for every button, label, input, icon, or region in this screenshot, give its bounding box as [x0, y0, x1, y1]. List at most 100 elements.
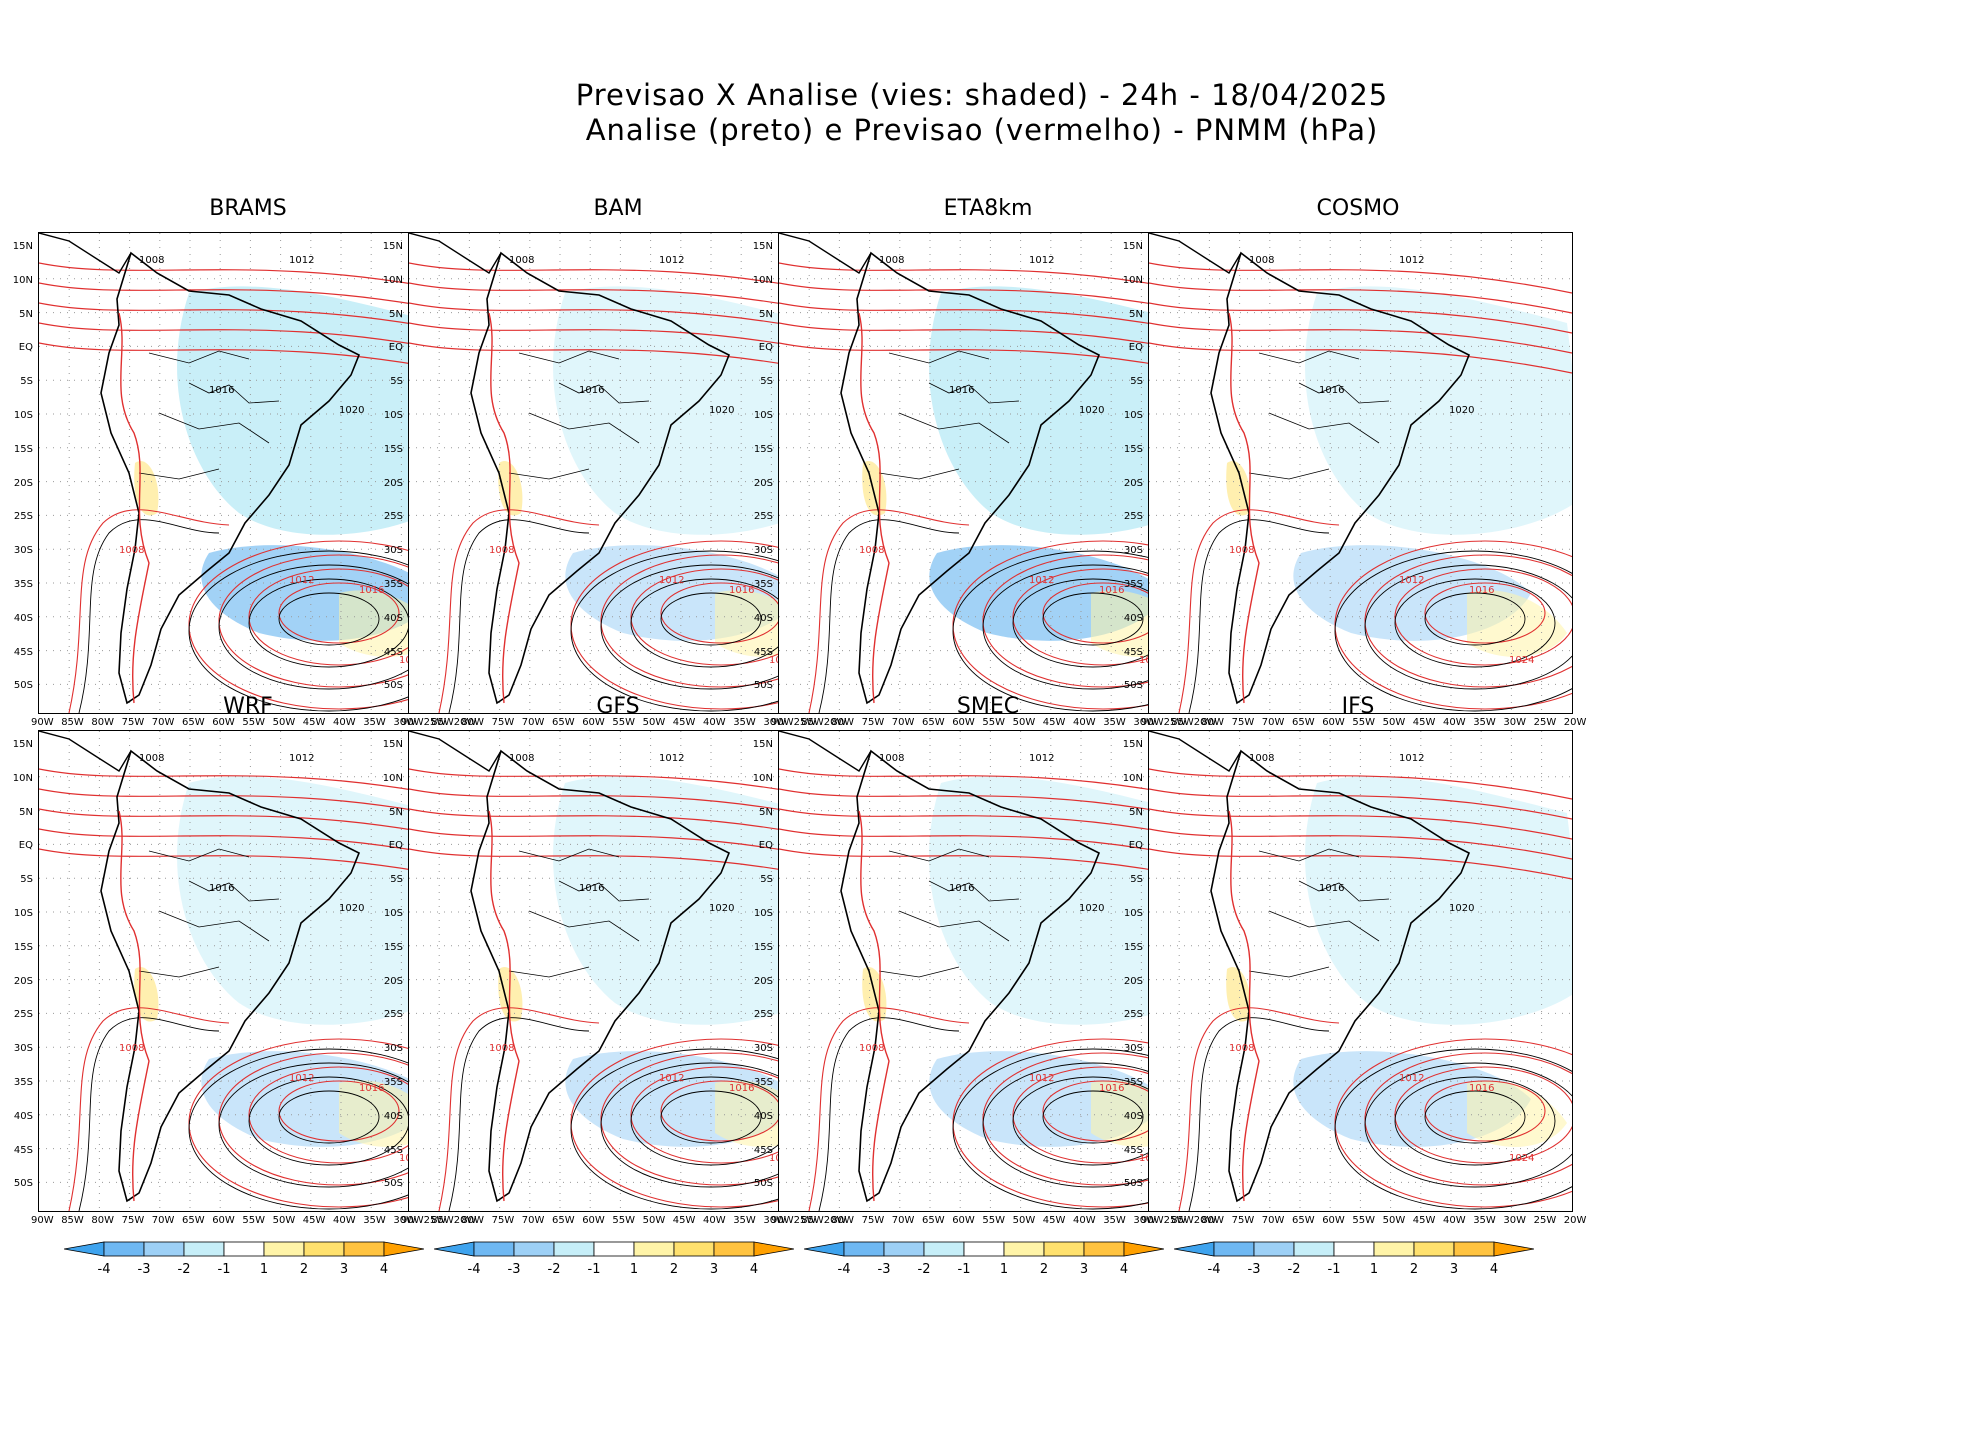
colorbar-label: 1 [1369, 1262, 1379, 1277]
map-frame: 1008101210161020100810121016102015N10N5N… [13, 232, 476, 728]
forecast-isobar [1149, 302, 1572, 334]
colorbar-segment [883, 1241, 925, 1257]
lat-tick-label: 5S [390, 874, 403, 886]
isobar-label: 1016 [579, 385, 604, 396]
lon-tick-label: 90W [1141, 1215, 1164, 1226]
analysis-isobar [1364, 1062, 1572, 1188]
lon-tick-label: 55W [982, 717, 1006, 728]
lon-tick-label: 25W [1533, 717, 1557, 728]
coastline [1149, 731, 1242, 772]
lat-tick-label: 10S [753, 908, 773, 919]
colorbar-label: 1 [259, 1262, 269, 1277]
forecast-isobar [779, 788, 1202, 820]
lat-tick-label: 5N [19, 806, 33, 818]
lon-tick-label: 85W [801, 717, 824, 728]
country-borders [878, 350, 1020, 480]
lat-tick-label: 35S [383, 579, 403, 590]
lon-tick-label: 90W [401, 717, 424, 728]
lon-tick-label: 75W [121, 717, 145, 728]
forecast-isobar [409, 808, 832, 840]
isobar-label: 1008 [489, 1043, 514, 1054]
lat-tick-label: 10S [1123, 410, 1143, 421]
colorbar-segment [1493, 1241, 1534, 1257]
colorbar-segment [263, 1241, 305, 1257]
country-borders [878, 848, 1020, 978]
lon-tick-label: 40W [333, 1215, 356, 1226]
isobar-label: 1008 [879, 753, 904, 764]
lat-tick-label: 15N [1122, 241, 1143, 252]
analysis-isobar [1394, 1076, 1556, 1166]
coastline [840, 251, 1101, 705]
analysis-isobar [1334, 550, 1572, 712]
analysis-isobar [982, 1062, 1202, 1188]
bias-shading [553, 776, 832, 1025]
forecast-isobar [409, 342, 832, 374]
isobar-label: 1016 [209, 883, 234, 894]
lon-tick-label: 65W [922, 1215, 945, 1226]
colorbar-segment [303, 1241, 345, 1257]
forecast-isobar [808, 509, 970, 713]
map-panel-wrf: WRF1008101210161020100810121016102415N10… [13, 680, 477, 1280]
analysis-isobar [448, 519, 590, 713]
forecast-isobar [409, 302, 832, 334]
panel-title: BAM [593, 196, 643, 221]
lon-tick-label: 35W [733, 717, 756, 728]
lat-tick-label: 45S [1123, 1144, 1143, 1156]
lat-tick-label: 25S [753, 1009, 773, 1021]
lon-tick-label: 60W [582, 717, 605, 728]
map-frame: 1008101210161020100810121016102415N10N5N… [383, 232, 846, 728]
panel-title: SMEC [956, 694, 1020, 719]
lon-tick-label: 75W [491, 717, 515, 728]
isobar-label: 1024 [1509, 1153, 1534, 1164]
isobar-label: 1012 [1029, 575, 1054, 586]
forecast-isobar [779, 262, 1202, 294]
colorbar-label: -2 [917, 1262, 931, 1277]
lon-tick-label: 85W [431, 1215, 454, 1226]
isobar-label: 1008 [509, 255, 534, 266]
lat-tick-label: 40S [753, 1110, 773, 1122]
colorbar-label: -4 [97, 1262, 111, 1277]
isobar-label: 1012 [1399, 575, 1424, 586]
forecast-isobar [1394, 1066, 1572, 1164]
isobar-label: 1016 [579, 883, 604, 894]
colorbar-label: 3 [1449, 1262, 1459, 1277]
analysis-isobar [952, 1048, 1202, 1210]
figure-title-line1: Previsao X Analise (vies: shaded) - 24h … [575, 78, 1389, 112]
colorbar-segment [923, 1241, 965, 1257]
forecast-isobar [438, 509, 600, 713]
lat-tick-label: 45S [13, 1144, 33, 1156]
analysis-isobar [570, 550, 832, 712]
lon-tick-label: 45W [1412, 717, 1436, 728]
lon-tick-label: 85W [61, 717, 84, 728]
lat-tick-label: 10S [1123, 908, 1143, 919]
lat-tick-label: 30S [1123, 1043, 1143, 1055]
forecast-isobar [409, 788, 832, 820]
lon-tick-label: 35W [1473, 717, 1496, 728]
isobar-label: 1016 [1099, 585, 1124, 596]
coastline [1210, 749, 1471, 1203]
colorbar-label: 4 [1489, 1262, 1499, 1277]
lat-tick-label: 5N [1129, 806, 1143, 818]
lat-tick-label: 10N [1122, 772, 1143, 784]
lon-tick-label: 30W [1133, 717, 1157, 728]
forecast-isobar [409, 848, 832, 880]
colorbar-label: 3 [1079, 1262, 1089, 1277]
lat-tick-label: 40S [753, 612, 773, 624]
coastline [470, 749, 731, 1203]
lon-tick-label: 70W [521, 1215, 545, 1226]
lon-tick-label: 30W [1503, 1215, 1527, 1226]
lon-tick-label: 20W [453, 717, 477, 728]
lon-tick-label: 35W [363, 1215, 386, 1226]
lat-tick-label: 10N [382, 274, 403, 286]
lat-tick-label: 50S [13, 680, 33, 692]
lon-tick-label: 40W [333, 717, 356, 728]
lon-tick-label: 75W [861, 1215, 885, 1226]
lat-tick-label: 45S [383, 646, 403, 658]
lon-tick-label: 80W [1201, 717, 1225, 728]
colorbar-segment [753, 1241, 794, 1257]
isobar-label: 1012 [659, 575, 684, 586]
lon-tick-label: 90W [31, 717, 54, 728]
lon-tick-label: 20W [1563, 1215, 1587, 1226]
